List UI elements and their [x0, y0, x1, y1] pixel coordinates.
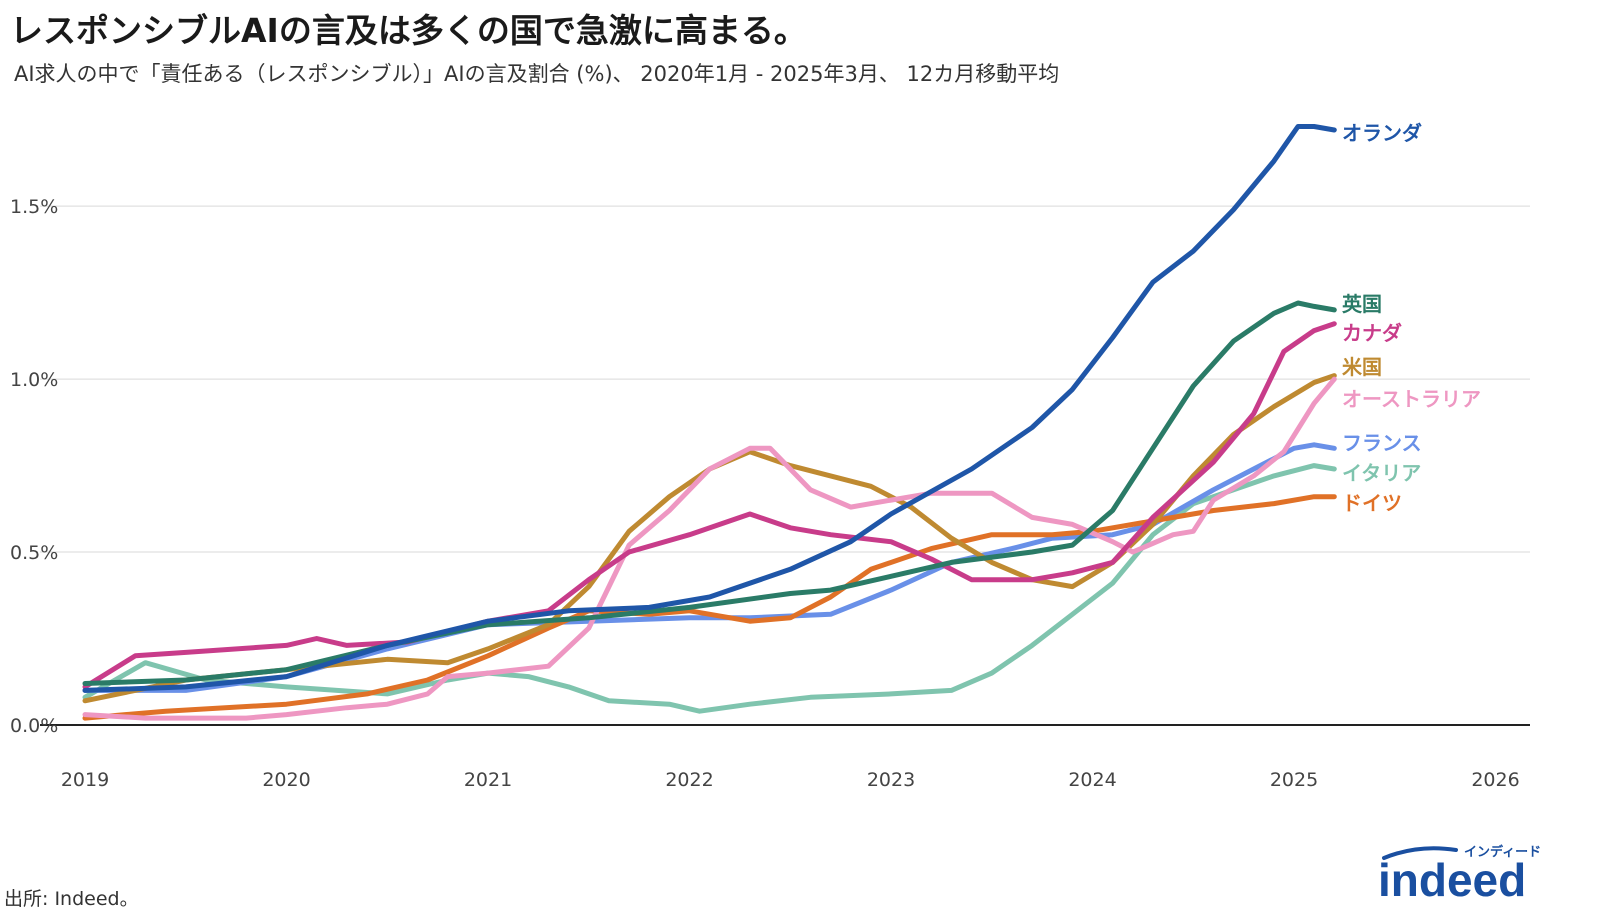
series-line	[82, 300, 1337, 686]
series-line	[82, 376, 1337, 721]
series-label: オランダ	[1342, 121, 1422, 145]
y-axis-labels: 0.0% 0.5% 1.0% 1.5%	[10, 196, 58, 737]
series-line	[82, 442, 1337, 693]
x-tick-label: 2022	[665, 769, 713, 791]
x-axis-labels: 2019 2020 2021 2022 2023 2024 2025 2026	[61, 769, 1520, 791]
x-tick-label: 2019	[61, 769, 109, 791]
series-lines	[82, 124, 1337, 721]
series-label: イタリア	[1342, 461, 1421, 485]
y-tick-label: 1.5%	[10, 196, 58, 218]
chart-title: レスポンシブルAIの言及は多くの国で急激に高まる。	[10, 11, 807, 50]
series-label: ドイツ	[1342, 491, 1402, 515]
logo-arc	[1382, 846, 1458, 860]
series-label: 英国	[1342, 292, 1382, 316]
gridlines	[40, 205, 1530, 553]
series-line	[82, 463, 1337, 714]
series-line	[82, 494, 1337, 721]
line-chart: 0.0% 0.5% 1.0% 1.5% 2019 2020 2021 2022 2023 202…	[10, 121, 1530, 791]
chart-subtitle: AI求人の中で「責任ある（レスポンシブル）」AIの言及割合 (%)、 2020年…	[14, 62, 1060, 86]
x-tick-label: 2021	[464, 769, 512, 791]
x-tick-label: 2024	[1068, 769, 1116, 791]
series-label: 米国	[1342, 355, 1382, 379]
series-line	[82, 124, 1337, 693]
series-label: オーストラリア	[1342, 387, 1481, 411]
logo-kana: インディード	[1464, 844, 1541, 860]
x-tick-label: 2025	[1270, 769, 1318, 791]
series-line	[82, 321, 1337, 690]
logo-wordmark: indeed	[1378, 854, 1526, 900]
series-label: カナダ	[1342, 321, 1402, 345]
indeed-logo: インディード indeed	[1378, 844, 1541, 900]
y-tick-label: 1.0%	[10, 369, 58, 391]
source-note: 出所: Indeed。	[4, 888, 139, 910]
x-tick-label: 2020	[262, 769, 310, 791]
y-tick-label: 0.0%	[10, 715, 58, 737]
y-tick-label: 0.5%	[10, 542, 58, 564]
x-tick-label: 2026	[1471, 769, 1519, 791]
x-tick-label: 2023	[867, 769, 915, 791]
series-label: フランス	[1342, 431, 1422, 455]
